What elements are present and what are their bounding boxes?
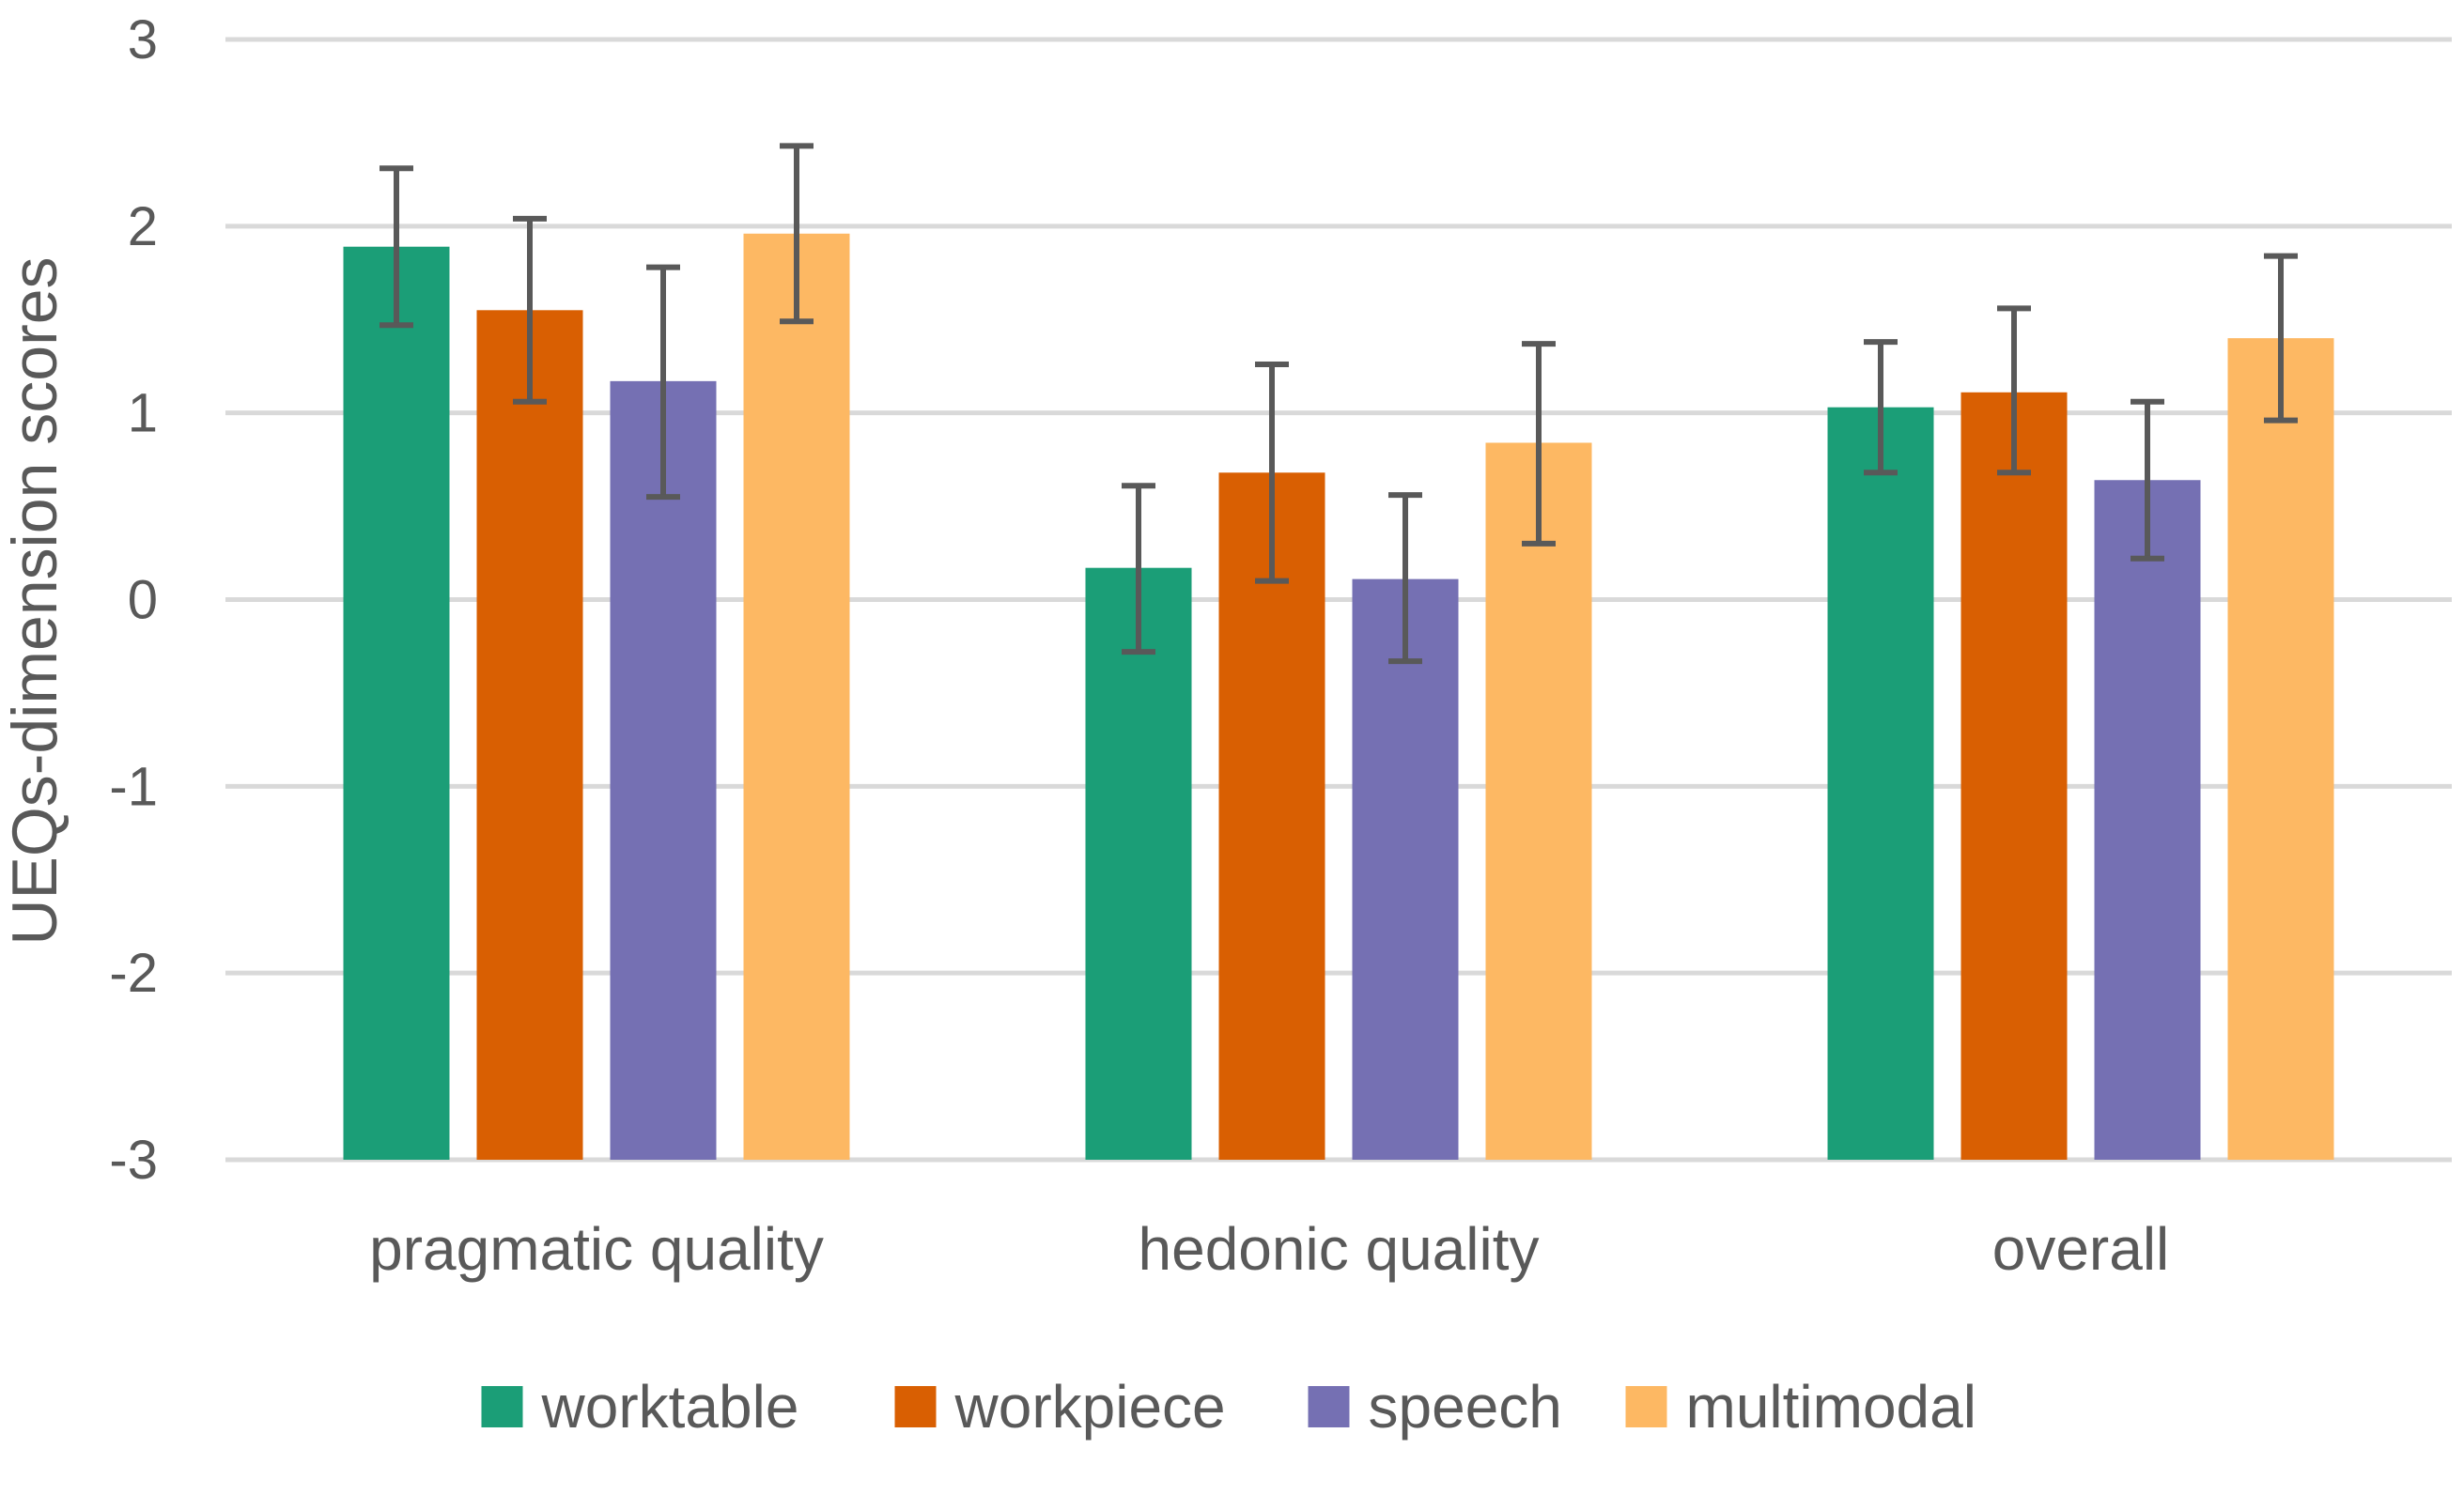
bars xyxy=(343,233,2334,1161)
legend-label: speech xyxy=(1369,1373,1562,1441)
legend-swatch xyxy=(894,1386,937,1427)
error-bar-workpiece xyxy=(513,215,547,405)
legend-item-multimodal: multimodal xyxy=(1625,1373,1976,1441)
y-tick-label: 1 xyxy=(128,383,158,444)
y-tick-label: -1 xyxy=(109,756,158,817)
error-bar-speech xyxy=(2131,398,2164,562)
error-bar-multimodal xyxy=(1522,341,1556,547)
y-tick-label: 0 xyxy=(128,570,158,631)
bar-workpiece xyxy=(1960,392,2068,1160)
bar-multimodal xyxy=(2227,338,2334,1161)
bar-speech xyxy=(610,380,717,1160)
bar-workpiece xyxy=(1218,472,1325,1160)
error-bar-workpiece xyxy=(1997,305,2031,476)
bar-speech xyxy=(2094,480,2201,1160)
bar-worktable xyxy=(343,246,450,1161)
legend-swatch xyxy=(1308,1386,1350,1427)
error-bar-workpiece xyxy=(1255,361,1289,584)
error-bar-multimodal xyxy=(780,143,814,325)
y-axis-ticks: 3 2 1 0 -1 -2 -3 xyxy=(109,9,158,1191)
error-bar-speech xyxy=(1388,492,1422,665)
x-axis-categories: pragmatic quality hedonic quality overall xyxy=(369,1215,2169,1283)
y-tick-label: 3 xyxy=(128,9,158,70)
legend: worktable workpiece speech multimodal xyxy=(481,1373,1976,1441)
legend-swatch xyxy=(1625,1386,1667,1427)
gridlines xyxy=(225,37,2452,1163)
bar-speech xyxy=(1352,578,1459,1160)
legend-item-speech: speech xyxy=(1308,1373,1562,1441)
error-bar-worktable xyxy=(1122,483,1155,655)
legend-label: worktable xyxy=(541,1373,799,1441)
x-category-label: overall xyxy=(1992,1215,2170,1283)
error-bar-multimodal xyxy=(2264,253,2298,424)
y-tick-label: 2 xyxy=(128,196,158,257)
y-tick-label: -2 xyxy=(109,943,158,1004)
bar-workpiece xyxy=(476,310,583,1160)
bar-multimodal xyxy=(1485,442,1592,1161)
error-bars xyxy=(380,143,2298,665)
legend-label: workpiece xyxy=(954,1373,1226,1441)
legend-swatch xyxy=(481,1386,523,1427)
bar-worktable xyxy=(1085,567,1192,1160)
legend-item-workpiece: workpiece xyxy=(894,1373,1226,1441)
y-axis-title: UEQs-dimension scores xyxy=(0,256,70,945)
legend-item-worktable: worktable xyxy=(481,1373,799,1441)
bar-multimodal xyxy=(743,233,850,1160)
y-tick-label: -3 xyxy=(109,1130,158,1191)
x-category-label: pragmatic quality xyxy=(369,1215,824,1283)
bar-worktable xyxy=(1827,407,1934,1160)
error-bar-speech xyxy=(646,264,680,501)
error-bar-worktable xyxy=(1864,339,1898,476)
legend-label: multimodal xyxy=(1686,1373,1976,1441)
x-category-label: hedonic quality xyxy=(1139,1215,1540,1283)
error-bar-worktable xyxy=(380,165,413,329)
